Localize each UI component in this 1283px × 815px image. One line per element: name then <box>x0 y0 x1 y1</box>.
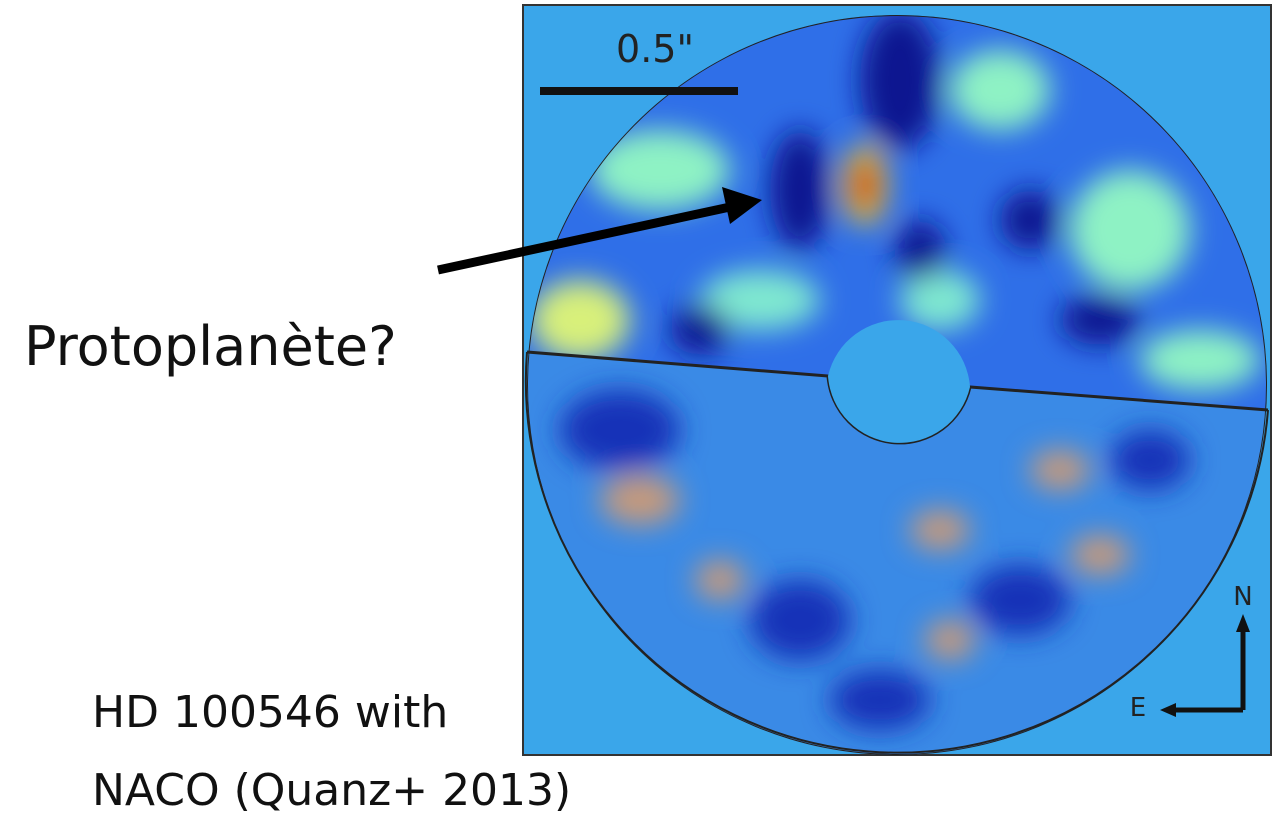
caption-line: HD 100546 with <box>92 687 448 738</box>
annotation-label: Protoplanète? <box>24 315 397 378</box>
slide-canvas: 0.5" N E Protoplanète? HD 100546 with NA… <box>0 0 1283 815</box>
north-label: N <box>1233 582 1252 612</box>
scale-label: 0.5" <box>616 27 694 71</box>
image: 0.5" N E <box>523 5 1271 760</box>
slide: 0.5" N E Protoplanète? HD 100546 with NA… <box>0 0 1283 815</box>
caption-line: NACO (Quanz+ 2013) <box>92 765 571 815</box>
east-label: E <box>1130 693 1146 723</box>
